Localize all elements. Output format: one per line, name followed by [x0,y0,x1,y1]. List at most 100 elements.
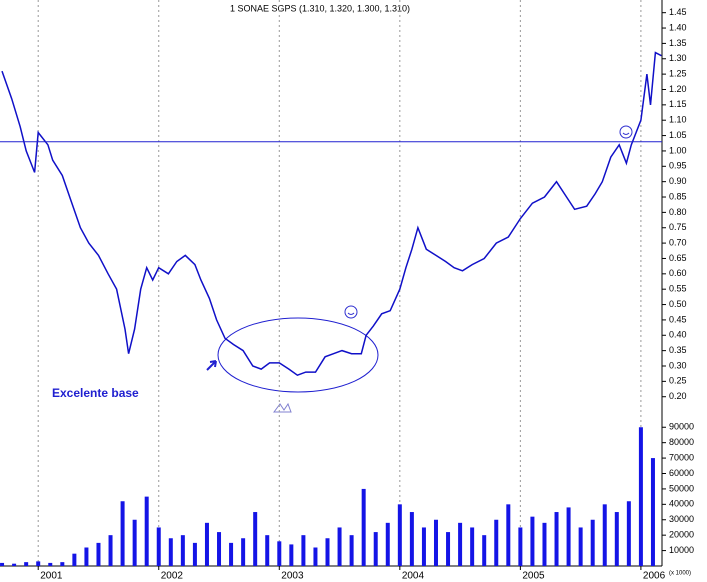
y-tick-label: 20000 [669,530,694,540]
y-tick-label: 1.20 [669,84,687,94]
volume-bar [506,504,511,566]
y-tick-label: 1.45 [669,7,687,17]
y-tick-label: 1.35 [669,38,687,48]
volume-bar [494,519,499,566]
y-tick-label: 0.60 [669,268,687,278]
volume-bar [180,535,185,566]
volume-bar [277,541,282,566]
volume-bar [192,542,197,566]
volume-unit: (x 1000) [669,571,691,577]
volume-bar [24,562,29,566]
volume-bar [229,542,234,566]
y-tick-label: 0.35 [669,345,687,355]
chart-title: 1 SONAE SGPS (1.310, 1.320, 1.300, 1.310… [230,3,410,13]
volume-bar [470,527,475,566]
volume-bar [204,522,209,566]
volume-bar [12,563,17,566]
volume-bar [542,522,547,566]
x-tick-label: 2004 [402,571,425,582]
x-tick-label: 2005 [522,571,545,582]
volume-bar [325,538,330,566]
y-tick-label: 0.80 [669,207,687,217]
volume-bar [458,522,463,566]
volume-bar [530,516,535,566]
y-tick-label: 0.85 [669,191,687,201]
y-tick-label: 1.00 [669,145,687,155]
volume-bar [638,427,643,566]
volume-bar [132,519,137,566]
y-tick-label: 70000 [669,452,694,462]
volume-bar [602,504,607,566]
doodle [273,402,292,413]
y-tick-label: 0.40 [669,330,687,340]
volume-bar [48,562,53,566]
y-tick-label: 1.25 [669,69,687,79]
y-tick-label: 10000 [669,545,694,555]
y-tick-label: 1.05 [669,130,687,140]
volume-bar [313,547,318,566]
volume-bar [289,544,294,566]
y-tick-label: 0.65 [669,253,687,263]
y-tick-label: 1.15 [669,99,687,109]
y-tick-label: 0.50 [669,299,687,309]
y-tick-label: 90000 [669,422,694,432]
volume-bar [433,519,438,566]
volume-bar [301,535,306,566]
volume-bar [373,532,378,566]
volume-bar [36,561,41,566]
price-line [1,51,662,377]
y-tick-label: 40000 [669,499,694,509]
volume-bar [60,562,65,566]
x-tick-label: 2003 [281,571,304,582]
y-tick-label: 60000 [669,468,694,478]
volume-bar [349,535,354,566]
volume-bar [421,527,426,566]
y-tick-label: 50000 [669,483,694,493]
volume-bar [265,535,270,566]
volume-bar [578,527,583,566]
volume-bar [626,501,631,566]
y-tick-label: 1.30 [669,53,687,63]
volume-bar [614,512,619,566]
volume-bar [0,562,5,566]
arrow [206,360,217,371]
y-tick-label: 0.55 [669,284,687,294]
y-tick-label: 0.95 [669,161,687,171]
y-tick-label: 0.90 [669,176,687,186]
volume-bar [518,527,523,566]
volume-bar [168,538,173,566]
volume-bar [96,542,101,566]
smiley [344,125,633,319]
volume-bar [120,501,125,566]
y-tick-label: 1.40 [669,22,687,32]
volume-bar [566,507,571,566]
x-tick-label: 2006 [643,571,666,582]
volume-bar [241,538,246,566]
volume-bar [385,522,390,566]
y-tick-label: 0.75 [669,222,687,232]
volume-bar [253,512,258,566]
volume-bar [409,512,414,566]
volume-bar [446,532,451,566]
volume-bar [361,488,366,566]
volume-bar [650,458,655,566]
x-tick-label: 2002 [161,571,184,582]
x-tick-label: 2001 [40,571,63,582]
volume-bar [554,512,559,566]
annotation: Excelente base [52,386,139,400]
y-tick-label: 80000 [669,437,694,447]
volume-bar [156,527,161,566]
y-tick-label: 0.70 [669,237,687,247]
volume-bar [144,496,149,566]
volume-bar [72,553,77,566]
y-tick-label: 0.25 [669,376,687,386]
volume-bar [108,535,113,566]
volume-bar [337,527,342,566]
volume-bar [84,547,89,566]
y-tick-label: 0.20 [669,391,687,401]
highlight-ellipse [217,317,379,393]
volume-bar [397,504,402,566]
volume-bar [482,535,487,566]
y-tick-label: 30000 [669,514,694,524]
